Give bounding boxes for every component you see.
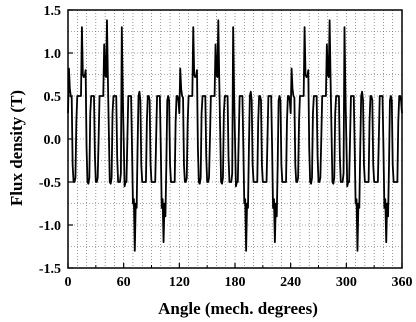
y-axis-label: Flux density (T) bbox=[7, 90, 26, 206]
x-tick-label: 60 bbox=[117, 275, 131, 290]
x-tick-label: 120 bbox=[169, 275, 190, 290]
ticks: 0 60 120 180 240 300 360 -1.5 -1.0 -0.5 0.0 0.5 1.0 1… bbox=[39, 4, 413, 290]
y-tick-label: 1.5 bbox=[44, 4, 62, 19]
x-axis-label: Angle (mech. degrees) bbox=[158, 299, 318, 318]
y-tick-label: -1.5 bbox=[39, 262, 61, 277]
x-tick-label: 360 bbox=[392, 275, 413, 290]
x-tick-label: 240 bbox=[280, 275, 301, 290]
x-tick-label: 300 bbox=[336, 275, 357, 290]
y-tick-label: -1.0 bbox=[39, 219, 61, 234]
y-tick-label: 0.0 bbox=[44, 133, 62, 148]
y-tick-label: 1.0 bbox=[44, 47, 62, 62]
series-line bbox=[67, 19, 403, 252]
y-tick-label: 0.5 bbox=[44, 90, 62, 105]
y-tick-label: -0.5 bbox=[39, 176, 61, 191]
x-tick-label: 180 bbox=[225, 275, 246, 290]
x-tick-label: 0 bbox=[65, 275, 72, 290]
